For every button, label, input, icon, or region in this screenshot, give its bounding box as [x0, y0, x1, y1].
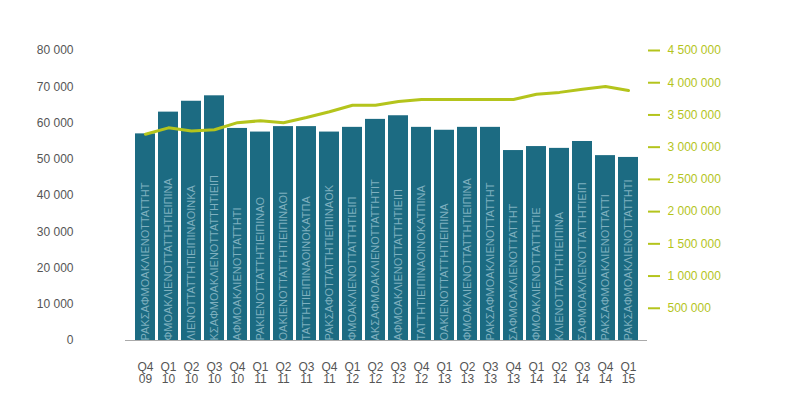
svg-text:Q213: Q213 — [459, 360, 475, 386]
svg-text:Q212: Q212 — [367, 360, 383, 386]
svg-text:4 500 000: 4 500 000 — [668, 43, 722, 57]
svg-text:KΛIENOTTATTHTIEIΠINA: KΛIENOTTATTHTIEIΠINA — [553, 211, 565, 340]
svg-text:Q211: Q211 — [275, 360, 291, 386]
svg-text:AΦMOAKΛIENOTTATTHTIEIΠ: AΦMOAKΛIENOTTATTHTIEIΠ — [392, 189, 404, 340]
svg-text:Q414: Q414 — [597, 360, 613, 386]
svg-text:Q312: Q312 — [390, 360, 406, 386]
svg-text:ΛIENOTTATTHTIEIΠINAOINKA: ΛIENOTTATTHTIEIΠINAOINKA — [185, 184, 197, 340]
svg-text:ΣAΦMOAKΛIENOTTATTHTIEIΠ: ΣAΦMOAKΛIENOTTATTHTIEIΠ — [576, 182, 588, 340]
svg-text:0: 0 — [67, 333, 74, 347]
svg-text:1 000 000: 1 000 000 — [668, 269, 722, 283]
svg-text:TATTHTIEIΠINAOINOKATΠINA: TATTHTIEIΠINAOINOKATΠINA — [415, 185, 427, 341]
svg-text:Q409: Q409 — [137, 360, 153, 386]
svg-text:OAKIENOTTATTHTIEIΠINA: OAKIENOTTATTHTIEIΠINA — [438, 203, 450, 341]
svg-text:Q410: Q410 — [229, 360, 245, 386]
svg-text:Q411: Q411 — [321, 360, 337, 386]
svg-text:30 000: 30 000 — [37, 225, 74, 239]
svg-text:ΦMOAKΛIENOTTATTHTIE: ΦMOAKΛIENOTTATTHTIE — [530, 207, 542, 340]
svg-text:500 000: 500 000 — [668, 301, 712, 315]
svg-text:Q114: Q114 — [528, 360, 544, 386]
svg-text:PAKΣAΦMOAKΛIENOTTATTHT: PAKΣAΦMOAKΛIENOTTATTHT — [139, 182, 151, 340]
svg-text:10 000: 10 000 — [37, 297, 74, 311]
svg-text:Q313: Q313 — [482, 360, 498, 386]
svg-text:PAKΣAΦOTTATTHTIEIΠINAOK: PAKΣAΦOTTATTHTIEIΠINAOK — [323, 184, 335, 340]
svg-text:ΦMOAKΛIENOTTATTHTIEIΠ: ΦMOAKΛIENOTTATTHTIEIΠ — [346, 196, 358, 340]
svg-text:50 000: 50 000 — [37, 152, 74, 166]
svg-text:ΣAΦMOAKΛIENOTTATTHT: ΣAΦMOAKΛIENOTTATTHT — [507, 203, 519, 340]
svg-text:OAKIENOTTATTHTIEIΠINAOI: OAKIENOTTATTHTIEIΠINAOI — [277, 192, 289, 341]
svg-text:70 000: 70 000 — [37, 80, 74, 94]
svg-text:PAKΣAΦMOAKΛIENOTTATTHTI: PAKΣAΦMOAKΛIENOTTATTHTI — [622, 179, 634, 340]
svg-text:Q412: Q412 — [413, 360, 429, 386]
svg-text:ΦMOAKΛIENOTTATTHTIEIΠINA: ΦMOAKΛIENOTTATTHTIEIΠINA — [162, 177, 174, 340]
svg-text:2 000 000: 2 000 000 — [668, 204, 722, 218]
svg-text:PAKΣAΦMOAKΛIENOTTATTHT: PAKΣAΦMOAKΛIENOTTATTHT — [484, 182, 496, 340]
svg-text:Q310: Q310 — [206, 360, 222, 386]
svg-text:3 000 000: 3 000 000 — [668, 140, 722, 154]
svg-text:Q314: Q314 — [574, 360, 590, 386]
svg-text:Q111: Q111 — [252, 360, 268, 386]
svg-text:40 000: 40 000 — [37, 188, 74, 202]
svg-text:Q112: Q112 — [344, 360, 360, 386]
svg-text:AKΣAΦMOAKΛIENOTTATTHTIT: AKΣAΦMOAKΛIENOTTATTHTIT — [369, 179, 381, 341]
svg-text:KΣAΦMOAKΛIENOTTATTHTIEIΠ: KΣAΦMOAKΛIENOTTATTHTIEIΠ — [208, 175, 220, 341]
svg-text:Q115: Q115 — [620, 360, 636, 386]
svg-text:PAKIENOTTATTHTIEIΠINAO: PAKIENOTTATTHTIEIΠINAO — [254, 196, 266, 340]
svg-text:ΦMOAKΛIENOTTATTHTIEIΠINA: ΦMOAKΛIENOTTATTHTIEIΠINA — [461, 177, 473, 340]
svg-text:PAKΣAΦMOAKΛIENOTTATTI: PAKΣAΦMOAKΛIENOTTATTI — [599, 194, 611, 340]
svg-text:Q110: Q110 — [160, 360, 176, 386]
svg-text:80 000: 80 000 — [37, 43, 74, 57]
svg-text:1 500 000: 1 500 000 — [668, 237, 722, 251]
svg-text:20 000: 20 000 — [37, 261, 74, 275]
svg-text:4 000 000: 4 000 000 — [668, 76, 722, 90]
svg-text:Q413: Q413 — [505, 360, 521, 386]
svg-text:Q210: Q210 — [183, 360, 199, 386]
svg-text:Q214: Q214 — [551, 360, 567, 386]
svg-text:AΦMOAKΛIENOTTATTHTI: AΦMOAKΛIENOTTATTHTI — [231, 207, 243, 340]
svg-text:Q113: Q113 — [436, 360, 452, 386]
svg-text:TATTHTIEIΠINAOINOKATΠA: TATTHTIEIΠINAOINOKATΠA — [300, 196, 312, 341]
svg-text:2 500 000: 2 500 000 — [668, 172, 722, 186]
svg-text:3 500 000: 3 500 000 — [668, 108, 722, 122]
svg-text:60 000: 60 000 — [37, 116, 74, 130]
svg-text:Q311: Q311 — [298, 360, 314, 386]
